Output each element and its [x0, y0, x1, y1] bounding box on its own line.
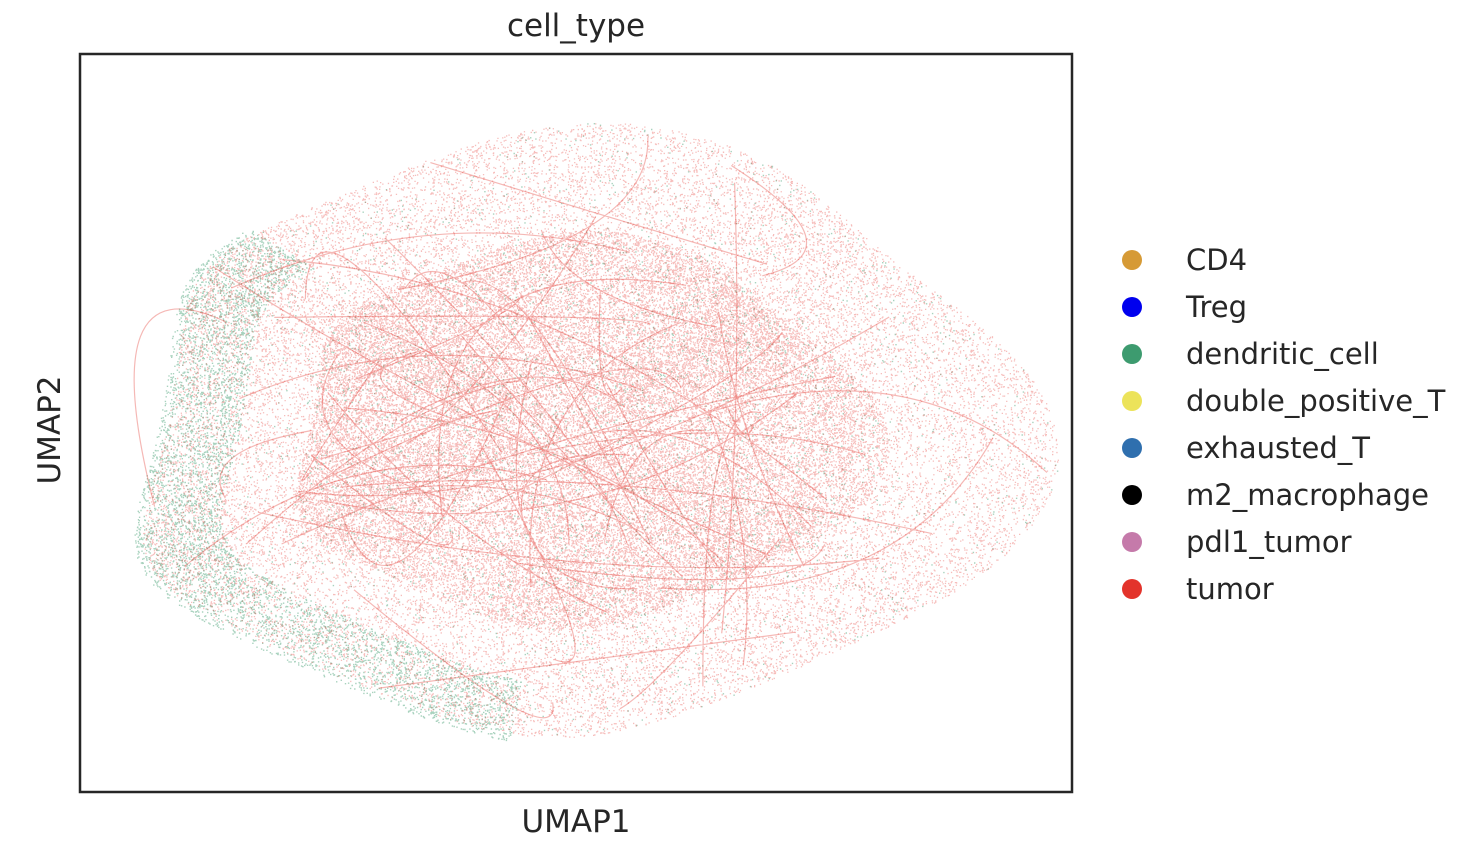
plot-background [80, 54, 1072, 792]
legend-entry: m2_macrophage [1122, 478, 1429, 512]
legend-marker [1122, 344, 1142, 364]
legend-entry: Treg [1122, 290, 1247, 324]
legend-marker [1122, 250, 1142, 270]
legend-label: tumor [1186, 572, 1274, 606]
legend-label: exhausted_T [1186, 431, 1370, 465]
scatter-strands [133, 137, 1048, 719]
y-axis-label: UMAP2 [32, 375, 68, 484]
legend-marker [1122, 438, 1142, 458]
legend-entry: CD4 [1122, 243, 1247, 277]
scatter-points [134, 123, 1059, 742]
legend-marker [1122, 391, 1142, 411]
legend-label: double_positive_T [1186, 384, 1446, 418]
points-layer [133, 123, 1060, 742]
legend-label: pdl1_tumor [1186, 525, 1352, 559]
legend-entry: pdl1_tumor [1122, 525, 1352, 559]
scatter-points [143, 123, 1060, 738]
legend-entry: double_positive_T [1122, 384, 1446, 418]
legend-entry: dendritic_cell [1122, 337, 1379, 371]
legend-entry: exhausted_T [1122, 431, 1370, 465]
plot-frame [78, 52, 1074, 794]
legend-label: m2_macrophage [1186, 478, 1429, 512]
legend-entry: tumor [1122, 572, 1274, 606]
legend-marker [1122, 485, 1142, 505]
legend-label: Treg [1185, 290, 1247, 324]
legend: CD4 Treg dendritic_cell double_positive_Tex… [1122, 243, 1446, 606]
legend-label: CD4 [1186, 243, 1247, 277]
legend-marker [1122, 579, 1142, 599]
chart-title: cell_type [507, 8, 645, 44]
legend-marker [1122, 297, 1142, 317]
x-axis-label: UMAP1 [521, 804, 630, 840]
legend-marker [1122, 532, 1142, 552]
legend-label: dendritic_cell [1186, 337, 1379, 371]
